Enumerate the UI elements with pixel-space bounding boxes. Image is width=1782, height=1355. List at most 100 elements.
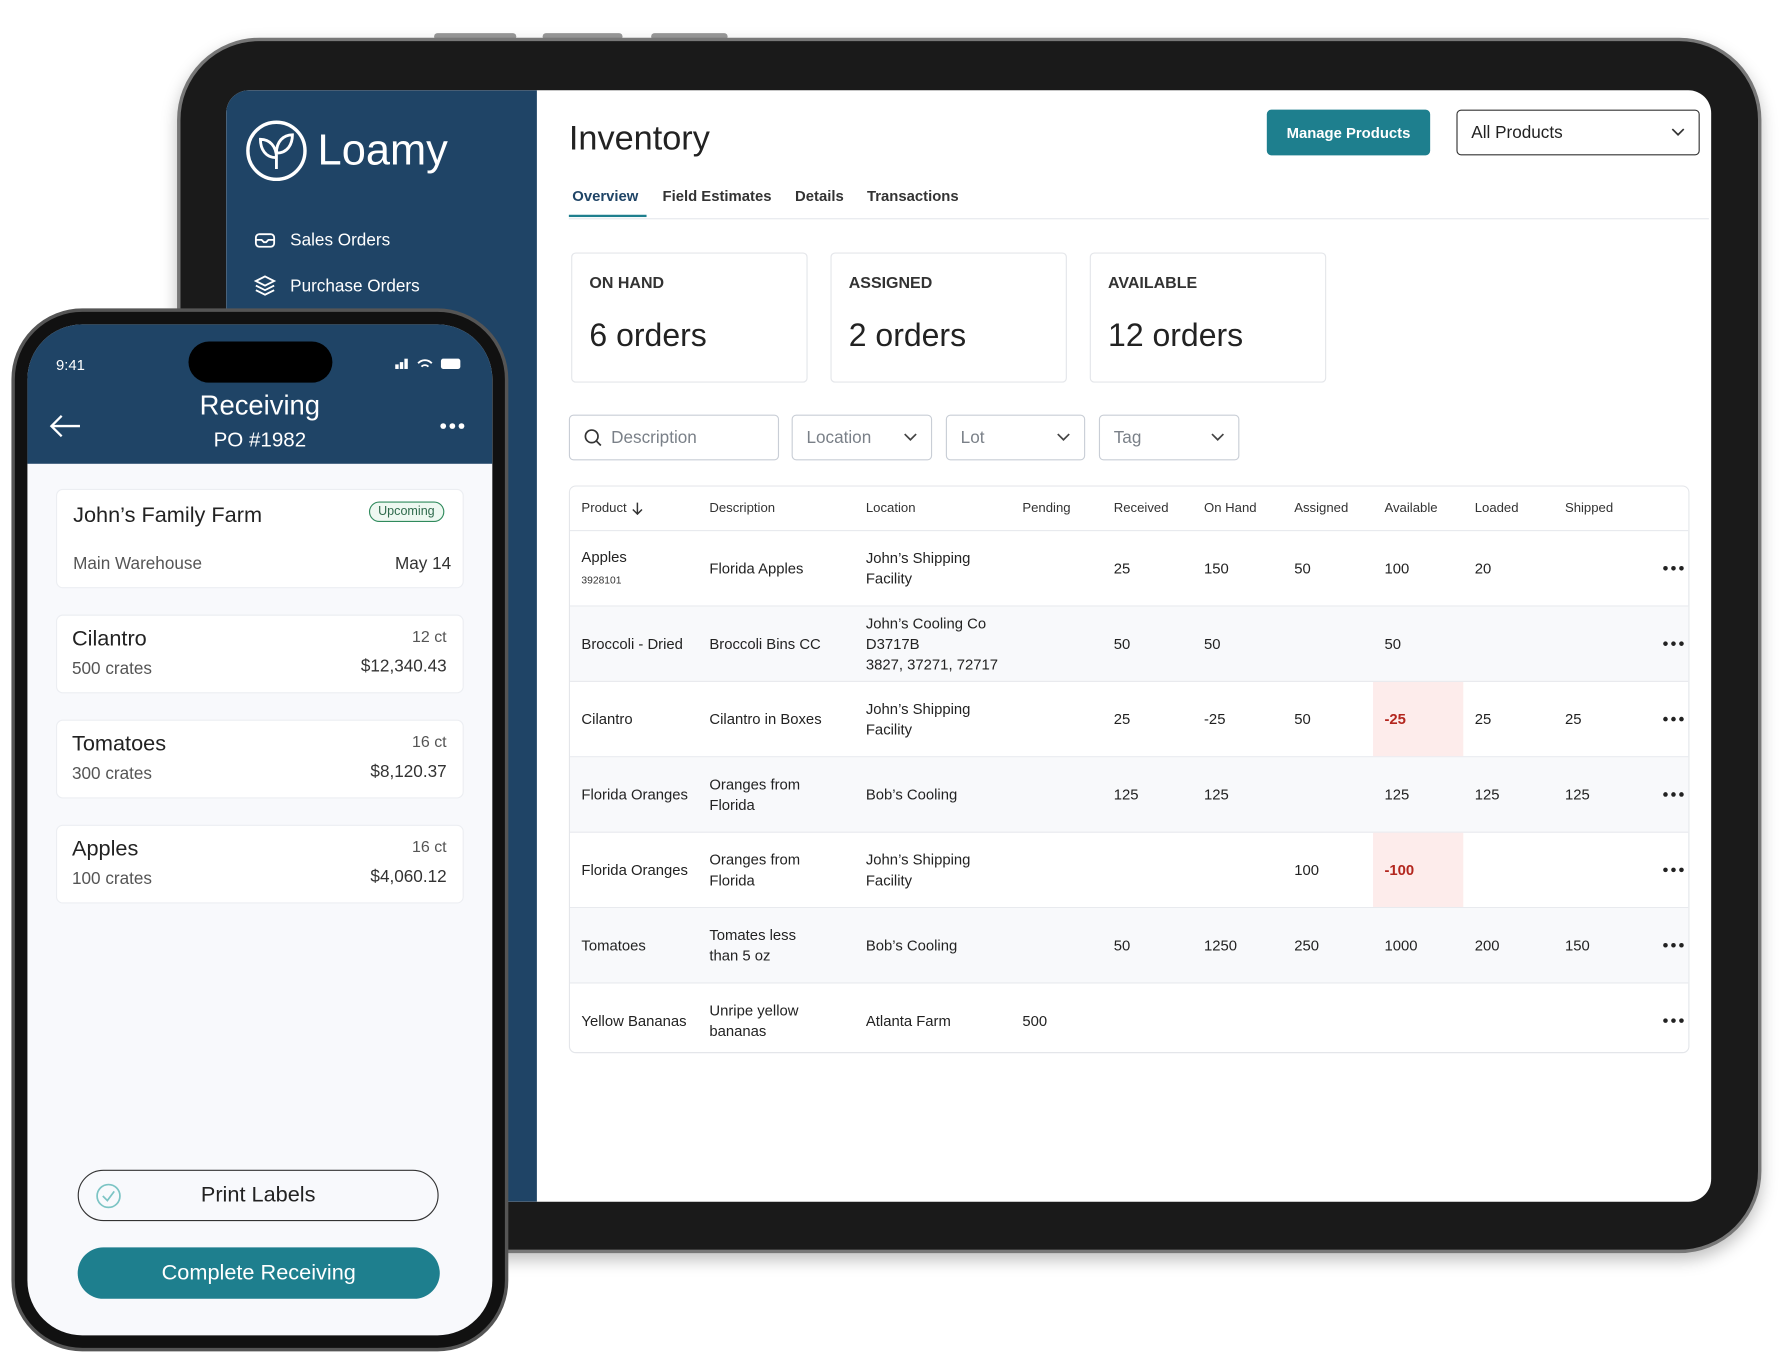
stat-card: ON HAND 6 orders	[571, 252, 808, 383]
status-badge: Upcoming	[368, 501, 444, 523]
stat-value: 6 orders	[589, 317, 707, 353]
shipped: 125	[1564, 785, 1590, 803]
column-header[interactable]: Product	[570, 487, 698, 530]
phone-header: 9:41 Receiving PO #1982	[27, 324, 493, 464]
table-cell: 100	[1373, 531, 1463, 605]
tab-divider	[568, 218, 1709, 220]
column-header: Shipped	[1554, 487, 1647, 530]
tab[interactable]: Overview	[572, 187, 639, 205]
column-header: Loaded	[1463, 487, 1553, 530]
table-cell	[1283, 984, 1373, 1053]
item-card[interactable]: Apples 100 crates 16 ct $4,060.12	[55, 824, 464, 904]
location: John’s Shipping Facility	[865, 699, 971, 738]
assigned: 250	[1294, 936, 1320, 954]
tab[interactable]: Details	[795, 187, 844, 205]
table-cell	[1193, 984, 1283, 1053]
nav-item[interactable]: Purchase Orders	[253, 274, 420, 297]
table-cell	[1554, 984, 1647, 1053]
product-dropdown[interactable]: All Products	[1456, 109, 1700, 156]
table-cell	[1554, 531, 1647, 605]
table-cell	[1011, 531, 1102, 605]
column-label: Description	[709, 501, 776, 516]
description: Tomates less than 5 oz	[709, 925, 797, 964]
table-cell: 125	[1102, 757, 1192, 831]
loaded: 25	[1474, 709, 1492, 728]
column-header: Received	[1102, 487, 1192, 530]
table-cell: -25	[1193, 682, 1283, 756]
column-label: Location	[865, 501, 916, 516]
table-cell: Bob’s Cooling	[854, 757, 1010, 831]
table-cell	[1011, 757, 1102, 831]
status-icons	[395, 358, 461, 369]
location: John’s Shipping Facility	[865, 850, 971, 889]
available: 125	[1384, 785, 1410, 803]
table-cell	[1373, 984, 1463, 1053]
on-hand: 150	[1203, 559, 1229, 577]
phone-subtitle: PO #1982	[213, 428, 307, 452]
row-actions[interactable]	[1646, 607, 1688, 681]
table-cell: Tomates less than 5 oz	[698, 908, 854, 982]
table-cell: 150	[1193, 531, 1283, 605]
chevron	[1671, 128, 1685, 137]
device-button	[542, 33, 623, 40]
row-actions[interactable]	[1646, 984, 1688, 1053]
tab[interactable]: Field Estimates	[662, 187, 772, 205]
available: 1000	[1384, 936, 1418, 954]
order-card[interactable]: John’s Family Farm Upcoming Main Warehou…	[55, 488, 464, 589]
table-cell: Oranges from Florida	[698, 833, 854, 907]
table-cell: 125	[1554, 757, 1647, 831]
on-hand: -25	[1203, 709, 1226, 728]
phone-screen: 9:41 Receiving PO #1982 John’s Family Fa…	[27, 324, 493, 1336]
page-title: Inventory	[568, 119, 710, 158]
product: Florida Oranges	[581, 785, 688, 803]
more-icon	[1662, 1018, 1684, 1023]
table-cell: 125	[1193, 757, 1283, 831]
received: 50	[1113, 634, 1131, 652]
more-icon	[1662, 566, 1684, 571]
print-labels-button[interactable]: Print Labels	[77, 1169, 439, 1222]
pending: 500	[1022, 1011, 1048, 1029]
item-card[interactable]: Cilantro 500 crates 12 ct $12,340.43	[55, 614, 464, 694]
table-cell: 500	[1011, 984, 1102, 1053]
sort-arrow	[631, 502, 643, 516]
row-actions[interactable]	[1646, 833, 1688, 907]
more-menu[interactable]	[440, 423, 467, 430]
complete-receiving-button[interactable]: Complete Receiving	[77, 1247, 440, 1299]
filter[interactable]: Location	[791, 414, 933, 461]
stat-label: ASSIGNED	[848, 273, 933, 292]
row-actions[interactable]	[1646, 682, 1688, 756]
assigned: 50	[1294, 709, 1311, 728]
row-actions[interactable]	[1646, 757, 1688, 831]
row-actions[interactable]	[1646, 908, 1688, 982]
filter-label: Description	[611, 427, 697, 448]
more-icon	[1662, 716, 1684, 722]
chevron	[904, 433, 917, 441]
item-name: Apples	[71, 837, 139, 862]
stat-value: 2 orders	[848, 317, 967, 353]
description: Oranges from Florida	[709, 850, 801, 889]
dynamic-island	[188, 341, 333, 383]
filter[interactable]: Tag	[1098, 414, 1240, 461]
table-row: Broccoli - Dried Broccoli Bins CC John’s C…	[570, 606, 1689, 682]
column-label: Available	[1384, 501, 1438, 516]
manage-products-button[interactable]: Manage Products	[1266, 109, 1431, 156]
nav-item[interactable]: Sales Orders	[254, 228, 390, 251]
back-arrow[interactable]	[48, 414, 82, 439]
column-header: On Hand	[1193, 487, 1283, 530]
available: -100	[1384, 860, 1415, 878]
order-date: May 14	[395, 554, 452, 574]
filter[interactable]: Lot	[945, 414, 1086, 461]
table-cell: -25	[1373, 681, 1464, 757]
more-icon	[1662, 942, 1684, 948]
product: Tomatoes	[581, 936, 646, 954]
shipped: 150	[1564, 936, 1590, 954]
item-card[interactable]: Tomatoes 300 crates 16 ct $8,120.37	[55, 719, 464, 799]
row-actions[interactable]	[1646, 531, 1688, 605]
product: Broccoli - Dried	[581, 634, 683, 652]
tab[interactable]: Transactions	[867, 187, 959, 205]
received: 125	[1113, 785, 1139, 803]
filter[interactable]: Description	[568, 414, 780, 461]
filter-label: Lot	[960, 427, 985, 448]
column-label: Pending	[1022, 501, 1071, 516]
